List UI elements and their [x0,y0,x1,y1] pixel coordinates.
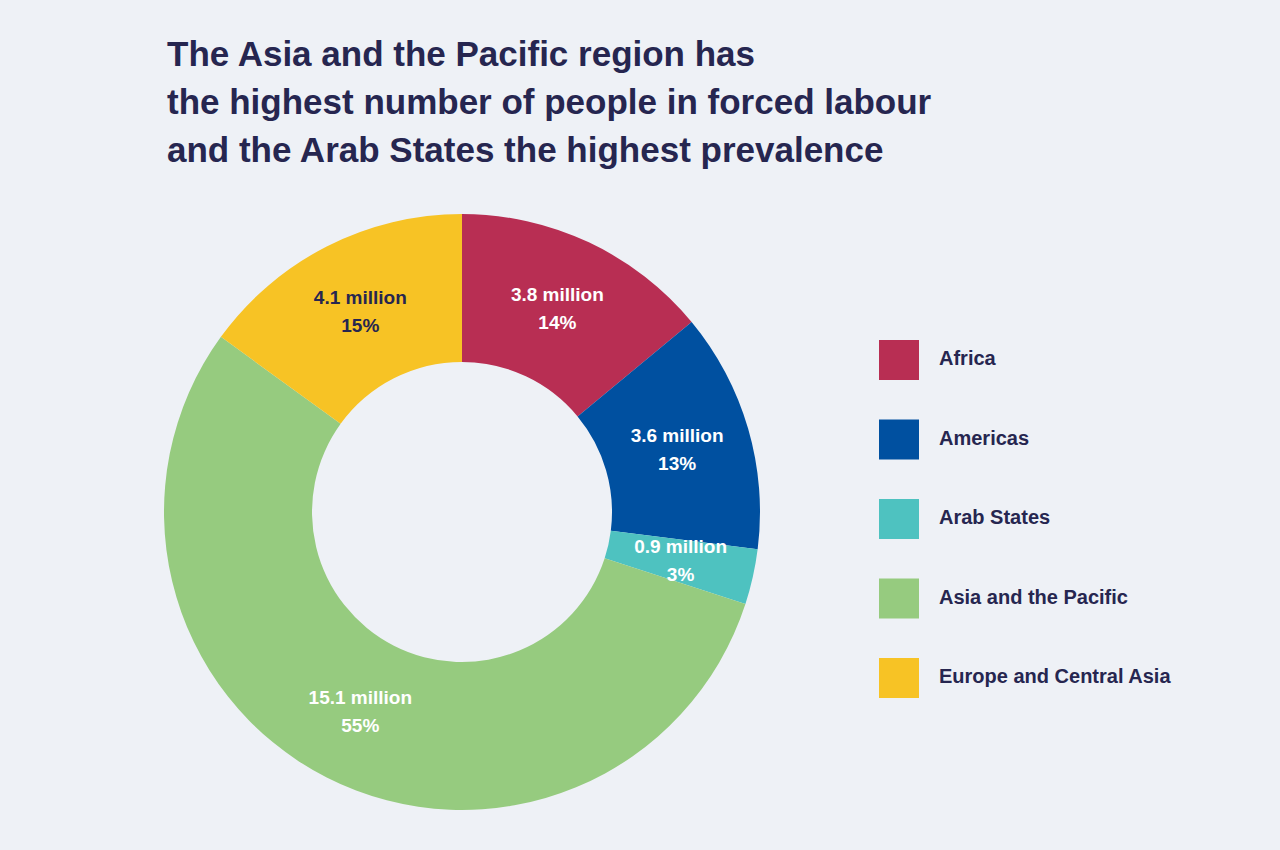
legend-swatch [879,340,919,380]
count-label: 15.1 million [309,687,412,708]
legend: Africa Americas Arab States Asia and the Pa… [879,340,1171,698]
legend-label: Americas [939,427,1029,449]
data-labels: 3.8 million 14% 3.6 million 13% 0.9 million 3… [309,284,728,735]
donut [164,214,760,810]
legend-swatch [879,579,919,619]
slice [221,214,462,424]
background [0,0,1280,850]
legend-label: Africa [939,347,997,369]
legend-label: Arab States [939,506,1050,528]
value-label: 3% [667,564,695,585]
count-label: 4.1 million [314,287,407,308]
slice [578,322,760,549]
value-label: 15% [341,315,379,336]
legend-swatch [879,499,919,539]
count-label: 3.6 million [631,425,724,446]
value-label: 13% [658,453,696,474]
legend-label: Asia and the Pacific [939,586,1128,608]
slice [164,337,745,810]
title: The Asia and the Pacific region has the h… [167,34,932,169]
chart: The Asia and the Pacific region has the h… [0,0,1280,850]
count-label: 3.8 million [511,284,604,305]
title-line: and the Arab States the highest prevalen… [167,130,883,169]
value-label: 14% [538,312,576,333]
legend-swatch [879,658,919,698]
legend-swatch [879,420,919,460]
title-line: The Asia and the Pacific region has [167,34,755,73]
count-label: 0.9 million [634,536,727,557]
legend-label: Europe and Central Asia [939,665,1171,687]
title-line: the highest number of people in forced l… [167,82,932,121]
value-label: 55% [341,715,379,736]
